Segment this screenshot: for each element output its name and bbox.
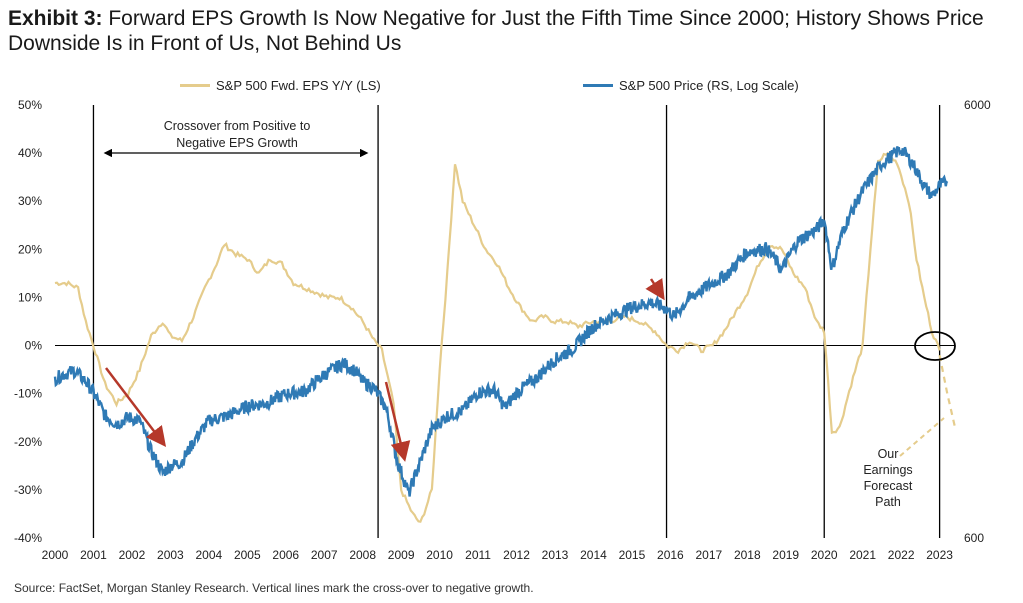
y-left-axis: 50% 40% 30% 20% 10% 0% -10% -20% -30% -40%	[14, 98, 42, 545]
crossover-label-line2: Negative EPS Growth	[176, 136, 298, 150]
y-left-tick-label: 10%	[18, 290, 42, 304]
x-tick-label: 2003	[157, 548, 184, 562]
x-tick-label: 2002	[119, 548, 146, 562]
legend-swatch-price	[583, 84, 613, 87]
forecast-pointer-line	[899, 417, 945, 457]
x-tick-label: 2001	[80, 548, 107, 562]
x-axis: 2000 2001 2002 2003 2004 2005 2006 2007 2008 2009…	[42, 548, 954, 562]
current-point-circle	[914, 331, 956, 361]
x-tick-label: 2020	[811, 548, 838, 562]
forecast-label-line: Path	[875, 495, 901, 509]
legend-label-eps: S&P 500 Fwd. EPS Y/Y (LS)	[216, 78, 381, 93]
x-tick-label: 2012	[503, 548, 530, 562]
red-arrow-2016	[645, 277, 665, 301]
legend-swatch-eps	[180, 84, 210, 87]
x-tick-label: 2006	[272, 548, 299, 562]
price-series-line	[53, 146, 949, 497]
x-tick-label: 2021	[849, 548, 876, 562]
y-left-tick-label: -10%	[14, 387, 42, 401]
y-left-tick-label: 0%	[25, 339, 43, 353]
x-tick-label: 2005	[234, 548, 261, 562]
x-tick-label: 2019	[772, 548, 799, 562]
x-tick-label: 2023	[926, 548, 953, 562]
x-tick-label: 2007	[311, 548, 338, 562]
y-left-tick-label: -40%	[14, 531, 42, 545]
x-tick-label: 2008	[349, 548, 376, 562]
legend-item-price: S&P 500 Price (RS, Log Scale)	[583, 78, 799, 93]
x-tick-label: 2013	[542, 548, 569, 562]
legend-item-eps: S&P 500 Fwd. EPS Y/Y (LS)	[180, 78, 381, 93]
legend: S&P 500 Fwd. EPS Y/Y (LS) S&P 500 Price …	[0, 78, 1023, 98]
y-right-tick-label: 6000	[964, 98, 991, 112]
forecast-path-line	[938, 354, 957, 428]
red-arrow-2008	[384, 381, 411, 462]
y-left-tick-label: -20%	[14, 435, 42, 449]
exhibit-label: Exhibit 3:	[8, 7, 103, 30]
x-tick-label: 2011	[465, 548, 491, 562]
crossover-label-line1: Crossover from Positive to	[164, 119, 311, 133]
eps-series-line	[54, 151, 941, 523]
y-left-tick-label: 30%	[18, 194, 42, 208]
chart-title: Exhibit 3: Forward EPS Growth Is Now Neg…	[8, 6, 1018, 56]
x-tick-label: 2022	[888, 548, 915, 562]
y-left-tick-label: 50%	[18, 98, 42, 112]
forecast-label-line: Our	[878, 447, 899, 461]
y-right-axis: 6000 600	[964, 98, 991, 545]
forecast-label: Our Earnings Forecast Path	[863, 447, 913, 509]
exhibit-title: Forward EPS Growth Is Now Negative for J…	[8, 7, 984, 55]
x-tick-label: 2015	[619, 548, 646, 562]
x-tick-label: 2016	[657, 548, 684, 562]
legend-label-price: S&P 500 Price (RS, Log Scale)	[619, 78, 799, 93]
forecast-label-line: Earnings	[863, 463, 912, 477]
x-tick-label: 2010	[426, 548, 453, 562]
x-tick-label: 2000	[42, 548, 69, 562]
x-tick-label: 2018	[734, 548, 761, 562]
x-tick-label: 2009	[388, 548, 415, 562]
crossover-lines	[92, 105, 941, 538]
x-tick-label: 2017	[695, 548, 722, 562]
y-right-tick-label: 600	[964, 531, 984, 545]
x-tick-label: 2014	[580, 548, 607, 562]
forecast-label-line: Forecast	[864, 479, 913, 493]
y-left-tick-label: -30%	[14, 483, 42, 497]
y-left-tick-label: 20%	[18, 242, 42, 256]
x-tick-label: 2004	[195, 548, 222, 562]
y-left-tick-label: 40%	[18, 146, 42, 160]
red-arrow-2001	[105, 367, 167, 447]
source-note: Source: FactSet, Morgan Stanley Research…	[14, 581, 534, 595]
